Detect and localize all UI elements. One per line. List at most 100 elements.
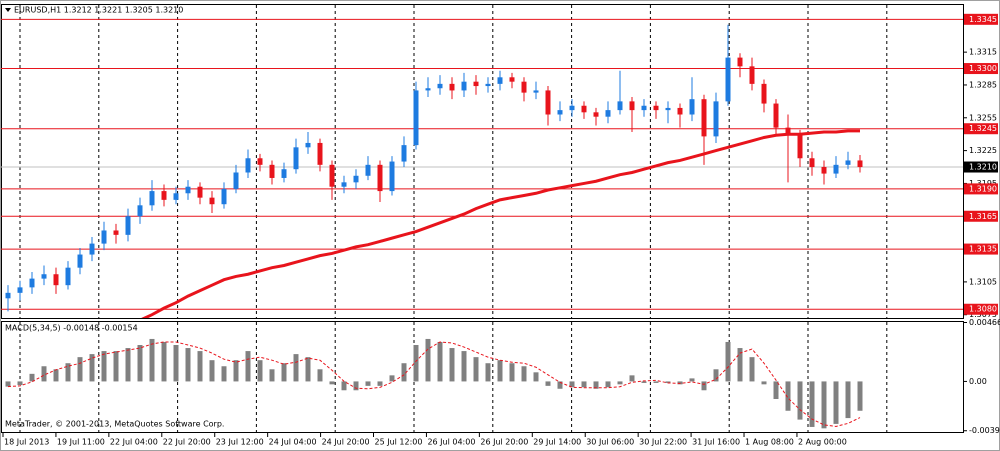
x-tick-label: 24 Jul 04:00 — [269, 438, 317, 447]
macd-bar — [473, 357, 479, 382]
menu-arrow[interactable] — [5, 8, 11, 12]
candle-body — [329, 164, 335, 187]
macd-bar — [341, 381, 347, 391]
macd-bar — [581, 381, 587, 388]
x-tick-label: 26 Jul 04:00 — [427, 438, 475, 447]
macd-bar — [653, 381, 659, 383]
macd-bar — [761, 381, 767, 385]
candle-body — [209, 197, 215, 205]
level-box — [964, 63, 998, 75]
macd-bar — [305, 357, 311, 382]
macd-bar — [773, 381, 779, 399]
y-tick-label: 1.3285 — [969, 80, 997, 89]
candle-body — [857, 160, 863, 168]
macd-bar — [593, 381, 599, 389]
candle-body — [401, 145, 407, 162]
candle-body — [77, 254, 83, 268]
candle-body — [317, 142, 323, 165]
macd-bar — [149, 338, 155, 382]
x-tick-label: 22 Jul 20:00 — [163, 438, 211, 447]
candle-body — [485, 83, 491, 87]
candle-body — [749, 66, 755, 84]
candle-body — [617, 101, 623, 111]
macd-bar — [221, 366, 227, 382]
macd-bar — [77, 357, 83, 382]
candle-body — [353, 175, 359, 183]
candle-body — [425, 88, 431, 91]
macd-title: MACD(5,34,5) -0.00148 -0.00154 — [5, 324, 138, 333]
candle-body — [365, 164, 371, 176]
macd-bar — [281, 363, 287, 382]
macd-bar — [413, 345, 419, 382]
macd-bar — [401, 363, 407, 382]
macd-bar — [137, 345, 143, 382]
candle-body — [89, 243, 95, 255]
candle-body — [29, 278, 35, 288]
macd-bar — [389, 375, 395, 382]
macd-bar — [113, 351, 119, 382]
macd-bar — [101, 351, 107, 382]
candle-body — [605, 110, 611, 117]
candle-body — [593, 112, 599, 117]
candle-body — [437, 83, 443, 89]
candle-body — [293, 147, 299, 170]
candle-body — [305, 142, 311, 148]
macd-bar — [509, 363, 515, 382]
candle-body — [17, 287, 23, 293]
candle-body — [413, 90, 419, 146]
candle-body — [521, 81, 527, 93]
macd-bar — [545, 381, 551, 386]
candle-body — [281, 169, 287, 178]
macd-panel — [1, 321, 964, 433]
candle-body — [569, 105, 575, 111]
candle-body — [137, 205, 143, 217]
y-tick-label: -0.0039 — [969, 426, 1000, 435]
candle-body — [5, 292, 11, 299]
x-tick-label: 18 Jul 2013 — [4, 438, 49, 447]
x-tick-label: 2 Aug 00:00 — [798, 438, 847, 447]
macd-plot — [5, 338, 863, 429]
candle-body — [101, 230, 107, 244]
macd-bar — [617, 381, 623, 385]
macd-bar — [725, 341, 731, 382]
candle-body — [809, 158, 815, 168]
y-tick-label: 1.3315 — [969, 48, 997, 57]
macd-bar — [185, 348, 191, 382]
candle-body — [533, 90, 539, 93]
x-tick-label: 1 Aug 08:00 — [745, 438, 794, 447]
candle-body — [773, 103, 779, 128]
candle-body — [185, 186, 191, 194]
macd-bar — [857, 381, 863, 411]
x-tick-label: 24 Jul 20:00 — [322, 438, 370, 447]
macd-bar — [245, 351, 251, 382]
candle-body — [269, 164, 275, 178]
macd-bar — [833, 381, 839, 424]
x-tick-label: 29 Jul 14:00 — [533, 438, 581, 447]
macd-bar — [677, 381, 683, 385]
candle-body — [725, 57, 731, 102]
candle-body — [821, 167, 827, 174]
macd-bar — [497, 360, 503, 382]
candle-body — [641, 105, 647, 111]
x-tick-label: 19 Jul 11:00 — [57, 438, 105, 447]
macd-bar — [5, 381, 11, 387]
macd-bar — [665, 381, 671, 383]
macd-bar — [293, 354, 299, 382]
copyright: MetaTrader, © 2001-2013, MetaQuotes Soft… — [5, 420, 224, 429]
macd-bar — [737, 348, 743, 382]
current-price-label: 1.3210 — [969, 163, 997, 172]
x-tick-label: 30 Jul 22:00 — [639, 438, 687, 447]
macd-signal — [7, 341, 861, 427]
candle-body — [53, 274, 59, 286]
macd-bar — [377, 381, 383, 386]
macd-bar — [797, 381, 803, 420]
macd-bar — [485, 363, 491, 382]
level-label: 1.3300 — [969, 64, 997, 73]
candle-body — [677, 107, 683, 115]
macd-bar — [233, 360, 239, 382]
candle-body — [389, 161, 395, 192]
level-box — [964, 123, 998, 135]
macd-bar — [425, 338, 431, 382]
macd-bar — [749, 357, 755, 382]
macd-bar — [569, 381, 575, 388]
